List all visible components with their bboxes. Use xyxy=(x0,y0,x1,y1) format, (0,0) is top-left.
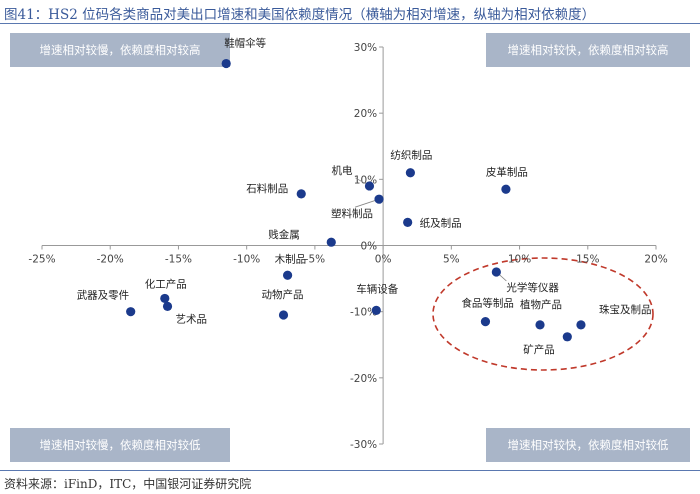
x-tick-label: 0% xyxy=(375,254,392,266)
data-point-label: 木制品 xyxy=(275,252,307,265)
data-point xyxy=(576,320,586,330)
data-point-label: 食品等制品 xyxy=(461,297,514,310)
data-point xyxy=(562,332,572,342)
y-tick-label: 20% xyxy=(354,108,377,120)
y-tick-label: -30% xyxy=(350,439,377,451)
data-point-label: 化工产品 xyxy=(145,277,187,290)
data-point-label: 车辆设备 xyxy=(356,282,398,295)
data-point xyxy=(405,168,415,178)
quadrant-label-bottom-left-text: 增速相对较慢，依赖度相对较低 xyxy=(40,438,201,452)
data-point xyxy=(364,181,375,191)
data-point xyxy=(491,267,501,277)
data-point xyxy=(501,184,511,194)
data-point xyxy=(371,305,381,315)
data-point-label: 纺织制品 xyxy=(390,149,432,162)
data-point-label: 动物产品 xyxy=(262,288,304,301)
data-point xyxy=(326,237,336,247)
quadrant-label-bottom-right-text: 增速相对较快，依赖度相对较低 xyxy=(508,438,669,452)
data-point-label: 矿产品 xyxy=(523,343,555,356)
x-tick-label: -15% xyxy=(165,254,192,266)
x-tick-label: 5% xyxy=(443,254,460,266)
data-point-label: 石料制品 xyxy=(246,182,288,195)
y-tick-label: 30% xyxy=(354,42,377,54)
data-point xyxy=(126,307,136,317)
quadrant-label-top-right-text: 增速相对较快，依赖度相对较高 xyxy=(508,43,669,57)
title-divider xyxy=(0,23,700,24)
quadrant-label-bottom-right: 增速相对较快，依赖度相对较低 xyxy=(486,428,690,462)
highlight-ellipse xyxy=(432,257,654,371)
figure-title: 图41：HS2 位码各类商品对美出口增速和美国依赖度情况（横轴为相对增速，纵轴为… xyxy=(4,7,596,21)
data-point-label: 艺术品 xyxy=(176,313,208,325)
y-tick-label: -20% xyxy=(350,373,377,385)
data-point xyxy=(160,293,170,304)
quadrant-label-bottom-left: 增速相对较慢，依赖度相对较低 xyxy=(10,428,230,462)
data-point xyxy=(278,310,289,320)
data-point-label: 贱金属 xyxy=(268,228,300,241)
data-point-label: 珠宝及制品 xyxy=(599,303,652,316)
x-tick-label: 20% xyxy=(644,254,667,266)
data-point xyxy=(535,320,545,330)
data-point-label: 塑料制品 xyxy=(331,207,373,220)
y-tick-label: -10% xyxy=(350,307,377,319)
data-point-label: 鞋帽伞等 xyxy=(224,37,266,50)
quadrant-label-top-left-text: 增速相对较慢，依赖度相对较高 xyxy=(40,43,201,57)
data-point xyxy=(403,217,413,227)
data-point xyxy=(221,58,231,69)
data-point-label: 机电 xyxy=(331,164,352,177)
data-point xyxy=(283,270,293,280)
data-point xyxy=(296,189,306,199)
data-point xyxy=(162,301,173,311)
data-point-label: 植物产品 xyxy=(520,298,562,311)
quadrant-label-top-right: 增速相对较快，依赖度相对较高 xyxy=(486,33,690,67)
data-point-label: 纸及制品 xyxy=(420,216,462,229)
x-tick-label: -10% xyxy=(233,254,260,266)
data-point-label: 皮革制品 xyxy=(486,165,528,178)
y-tick-label: 0% xyxy=(360,241,377,253)
x-tick-label: 15% xyxy=(576,254,599,266)
source-divider xyxy=(0,470,700,471)
x-tick-label: -20% xyxy=(97,254,124,266)
data-point xyxy=(480,316,491,327)
data-point-label: 光学等仪器 xyxy=(506,281,559,294)
x-tick-label: -25% xyxy=(28,254,55,266)
source-note: 资料来源：iFinD，ITC，中国银河证券研究院 xyxy=(4,477,252,491)
data-point-label: 武器及零件 xyxy=(77,289,130,302)
x-tick-label: 10% xyxy=(508,254,531,266)
data-point xyxy=(374,194,384,204)
quadrant-label-top-left: 增速相对较慢，依赖度相对较高 xyxy=(10,33,230,67)
x-tick-label: -5% xyxy=(305,254,325,266)
